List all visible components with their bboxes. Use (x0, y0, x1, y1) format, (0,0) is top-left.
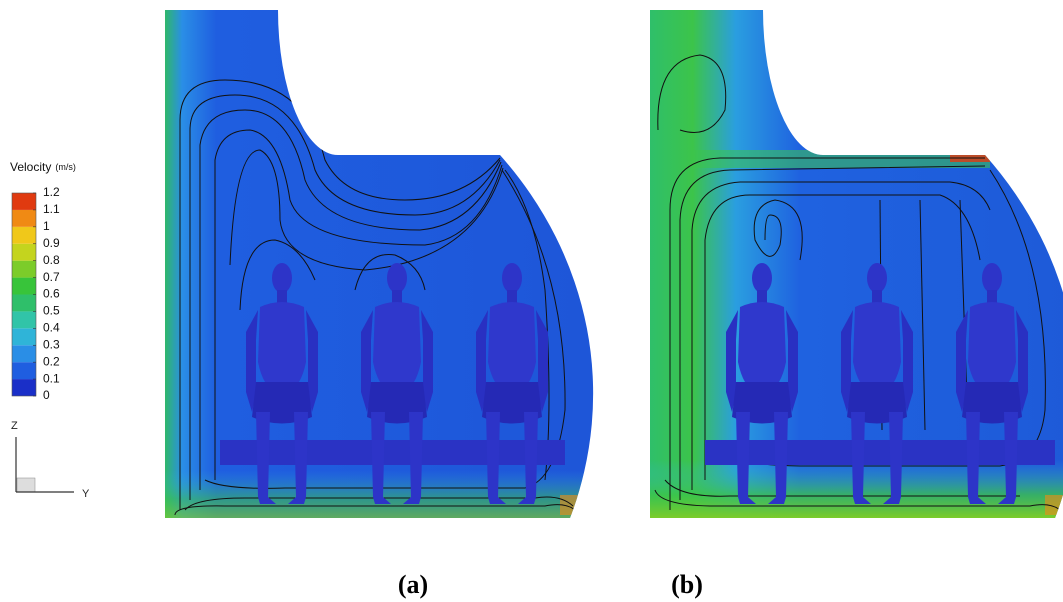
colorbar-segment (12, 379, 36, 396)
z-axis-label: Z (11, 420, 18, 432)
panel-a (165, 10, 593, 518)
colorbar-segment (12, 311, 36, 328)
colorbar-tick-label: 0.8 (43, 253, 60, 267)
colorbar-tick-label: 0 (43, 388, 50, 402)
colorbar-tick-label: 0.5 (43, 304, 60, 318)
colorbar-segment (12, 345, 36, 362)
panel-b (650, 10, 1063, 518)
figure: Velocity(m/s) 00.10.20.30.40.50.60.70.80… (0, 0, 1063, 602)
colorbar-tick-label: 0.9 (43, 236, 60, 250)
colorbar-tick-label: 0.1 (43, 371, 60, 385)
colorbar-tick-label: 1.2 (43, 185, 60, 199)
colorbar-segment (12, 210, 36, 227)
panel-label: (a) (398, 570, 428, 599)
legend-unit: (m/s) (55, 162, 76, 172)
colorbar-tick-label: 0.6 (43, 287, 60, 301)
colorbar-segment (12, 261, 36, 278)
colorbar-tick-label: 0.3 (43, 337, 60, 351)
colorbar-segment (12, 193, 36, 210)
y-axis-label: Y (82, 488, 90, 500)
colorbar-tick-label: 1 (43, 219, 50, 233)
axis-triad: Z Y (11, 420, 90, 500)
legend-title-text: Velocity (10, 160, 51, 174)
colorbar: 0 0.1 0.2 0.3 0.4 0.5 0.6 0.7 0.8 0.9 1 1.1 1.2 (12, 185, 60, 402)
colorbar-tick-label: 0.2 (43, 354, 60, 368)
colorbar-segment (12, 244, 36, 261)
colorbar-segment (12, 227, 36, 244)
colorbar-tick-label: 0.7 (43, 270, 60, 284)
colorbar-tick-label: 1.1 (43, 202, 60, 216)
colorbar-segment (12, 278, 36, 295)
colorbar-segment (12, 328, 36, 345)
panel-label: (b) (671, 570, 703, 599)
colorbar-segment (12, 362, 36, 379)
colorbar-tick-label: 0.4 (43, 321, 60, 335)
legend-title: Velocity (m/s) (10, 160, 76, 174)
colorbar-segment (12, 295, 36, 312)
